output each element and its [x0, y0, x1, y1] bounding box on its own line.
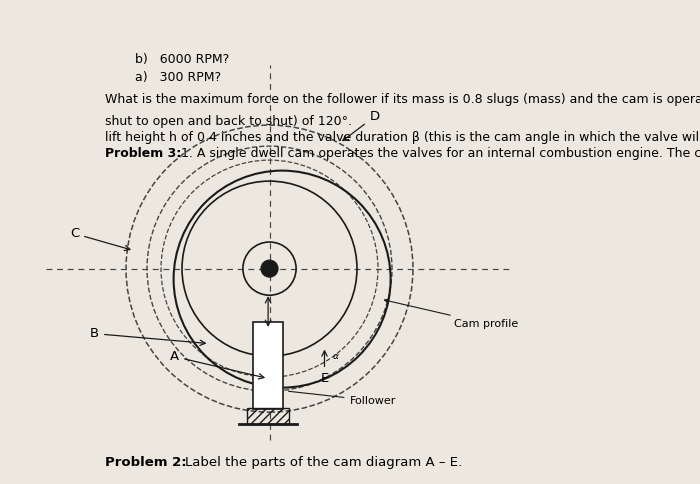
Text: shut to open and back to shut) of 120°.: shut to open and back to shut) of 120°.: [105, 115, 352, 128]
Text: Problem 3:: Problem 3:: [105, 147, 181, 160]
Circle shape: [261, 260, 278, 277]
Text: Label the parts of the cam diagram A – E.: Label the parts of the cam diagram A – E…: [185, 456, 462, 469]
Text: $\alpha$: $\alpha$: [332, 351, 340, 361]
Text: What is the maximum force on the follower if its mass is 0.8 slugs (mass) and th: What is the maximum force on the followe…: [105, 93, 700, 106]
Text: b)   6000 RPM?: b) 6000 RPM?: [135, 53, 230, 66]
Text: E: E: [321, 351, 328, 385]
Bar: [247, 408, 289, 424]
Text: 1. A single dwell cam operates the valves for an internal combustion engine. The: 1. A single dwell cam operates the valve…: [181, 147, 700, 160]
Text: Cam profile: Cam profile: [384, 299, 519, 329]
Text: lift height h of 0.4 inches and the valve duration β (this is the cam angle in w: lift height h of 0.4 inches and the valv…: [105, 131, 700, 144]
Text: C: C: [70, 227, 130, 251]
Text: Problem 2:: Problem 2:: [105, 456, 187, 469]
Text: Follower: Follower: [288, 391, 396, 406]
Text: D: D: [343, 110, 379, 140]
Text: B: B: [90, 327, 205, 346]
Text: A: A: [170, 350, 264, 379]
Bar: [253, 322, 283, 409]
Text: a)   300 RPM?: a) 300 RPM?: [135, 71, 221, 84]
